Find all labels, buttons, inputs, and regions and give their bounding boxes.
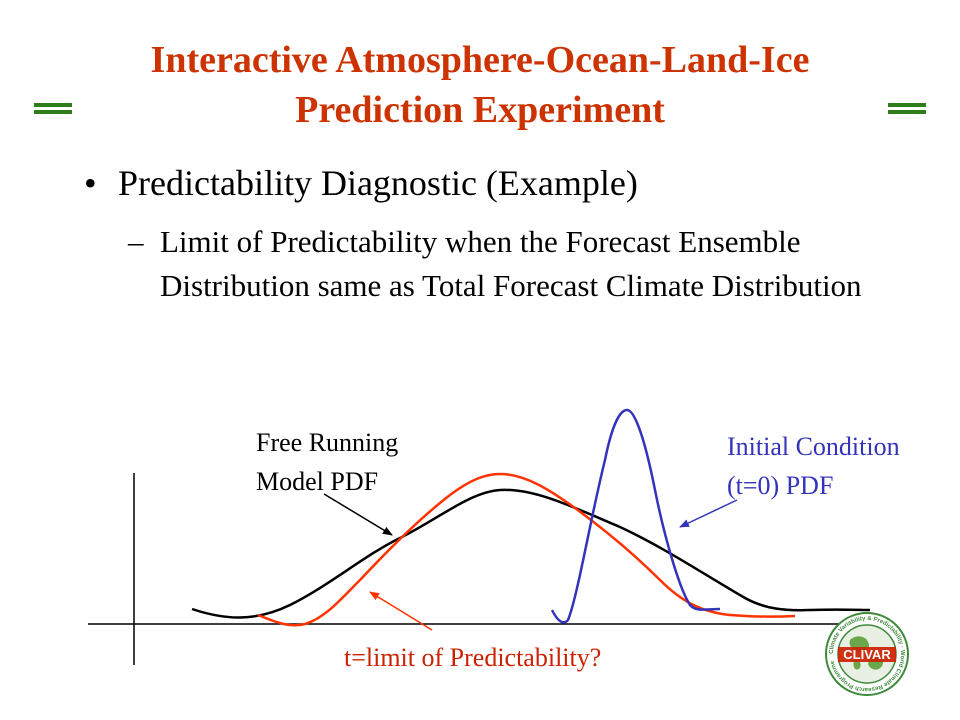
decorative-double-bar-left bbox=[34, 103, 72, 114]
initial-condition-pdf-curve bbox=[550, 408, 721, 624]
free-running-label-line-1: Free Running bbox=[256, 428, 398, 457]
bullet-marker: • bbox=[84, 163, 97, 203]
clivar-logo-text: CLIVAR bbox=[843, 647, 891, 662]
limit-predictability-label: t=limit of Predictability? bbox=[344, 643, 601, 672]
sub-bullet-marker: – bbox=[128, 224, 144, 259]
slide-title-line-1: Interactive Atmosphere-Ocean-Land-Ice bbox=[150, 39, 810, 81]
slide-title-line-2: Prediction Experiment bbox=[295, 89, 665, 131]
sub-bullet-text: Limit of Predictability when the Forecas… bbox=[160, 224, 862, 303]
free-running-pdf-curve bbox=[191, 488, 871, 619]
initial-condition-label-line-1: Initial Condition bbox=[727, 432, 900, 461]
free-running-label-line-2: Model PDF bbox=[256, 467, 378, 496]
bullet-text: Predictability Diagnostic (Example) bbox=[118, 163, 638, 203]
clivar-logo: CLIVAR Climate Variability & Predictabil… bbox=[825, 612, 909, 696]
limit-predictability-label-arrow bbox=[369, 591, 433, 631]
decorative-double-bar-right bbox=[888, 103, 926, 114]
free-running-label-arrow bbox=[323, 493, 393, 536]
initial-condition-label-arrow bbox=[679, 499, 738, 528]
limit-predictability-pdf-curve bbox=[257, 472, 796, 627]
initial-condition-label-line-2: (t=0) PDF bbox=[727, 471, 833, 500]
bullet-item: • Predictability Diagnostic (Example) bbox=[84, 162, 638, 204]
